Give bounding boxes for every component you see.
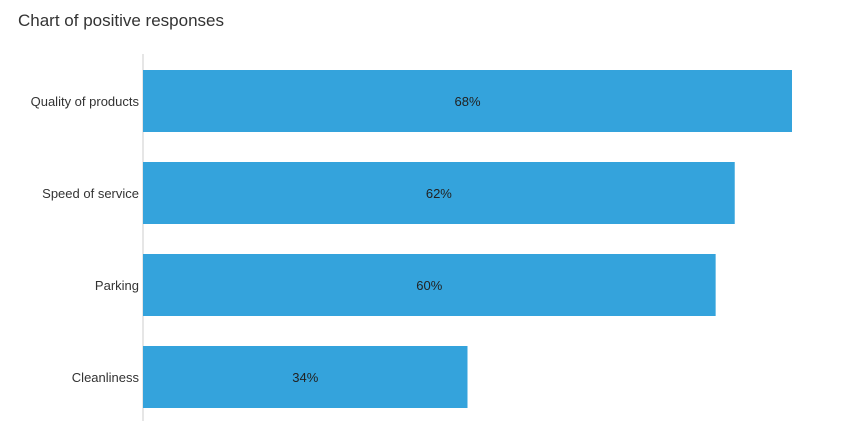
bar-parking — [143, 254, 716, 316]
value-label: 68% — [454, 94, 480, 109]
chart-title: Chart of positive responses — [18, 11, 224, 30]
value-label: 34% — [292, 370, 318, 385]
category-label: Parking — [95, 278, 139, 293]
category-label: Speed of service — [42, 186, 139, 201]
bar-cleanliness — [143, 346, 468, 408]
bar-quality-of-products — [143, 70, 792, 132]
value-label: 60% — [416, 278, 442, 293]
category-label: Cleanliness — [72, 370, 140, 385]
category-label: Quality of products — [31, 94, 140, 109]
bars-group: Quality of products 68% Speed of service 62… — [31, 70, 792, 408]
value-label: 62% — [426, 186, 452, 201]
bar-speed-of-service — [143, 162, 735, 224]
